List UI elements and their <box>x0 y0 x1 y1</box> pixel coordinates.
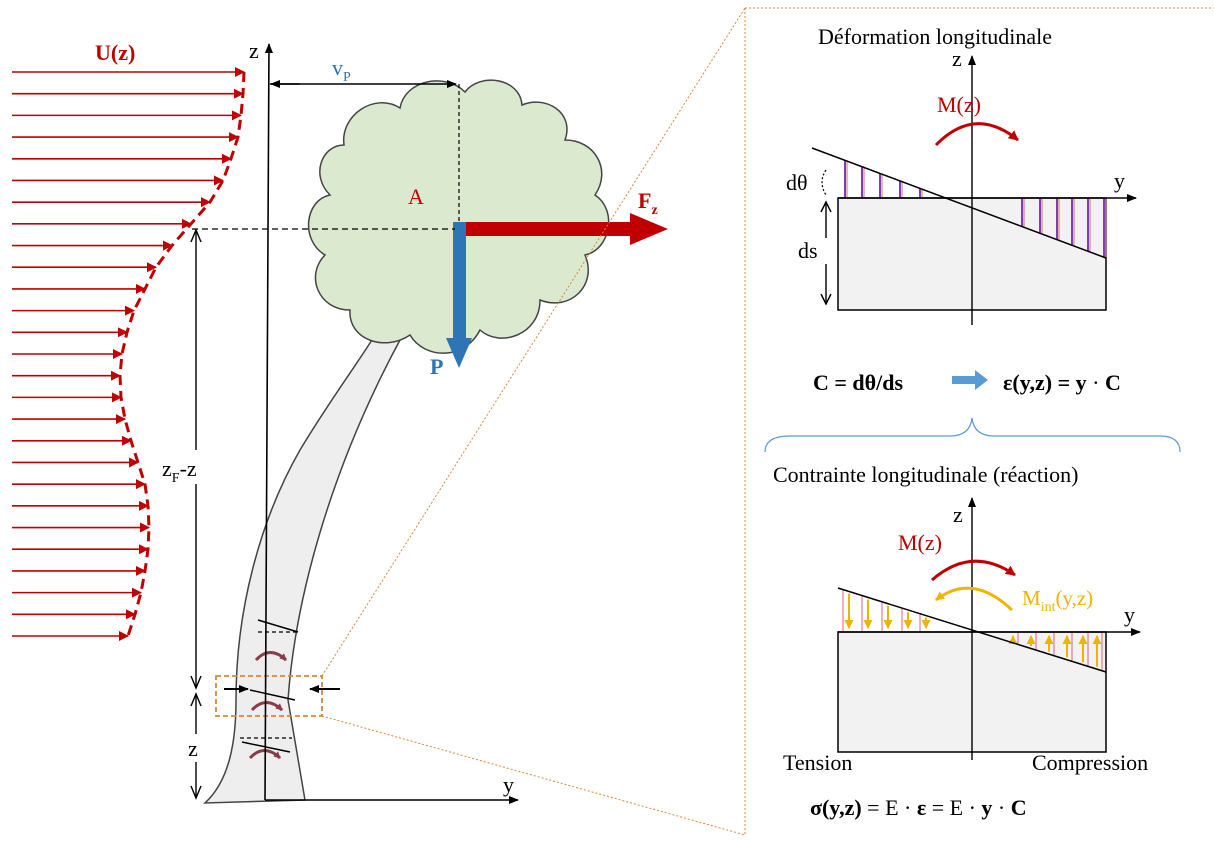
stress-y-label: y <box>1124 602 1135 627</box>
relation-right: ε(y,z) = y · C <box>1003 370 1121 395</box>
deformation-moment-label: M(z) <box>937 92 981 117</box>
tension-label: Tension <box>783 750 852 775</box>
relation-left: C = dθ/ds <box>813 370 903 395</box>
stress-z-label: z <box>953 502 963 527</box>
trunk-section-line <box>257 619 299 633</box>
weight-head <box>446 338 472 368</box>
ds-bottom-arrow <box>820 293 832 306</box>
z-label-bg <box>186 734 208 762</box>
deformation-title: Déformation longitudinale <box>818 24 1052 49</box>
y-axis-label: y <box>503 772 514 797</box>
stress-formula: σ(y,z) = E · ε = E · y · C <box>810 795 1027 820</box>
wind-profile-curve <box>118 71 246 637</box>
deformation-z-label: z <box>952 46 962 71</box>
weight-shaft <box>453 222 466 340</box>
height-dimension-top-arrow <box>190 228 202 243</box>
ds-top-arrow <box>820 200 832 213</box>
z-dimension-bottom-arrow <box>190 785 202 800</box>
z-dimension-label: z <box>188 736 198 761</box>
wind-force-head <box>630 213 668 245</box>
internal-moment-label: Mint(y,z) <box>1022 586 1093 615</box>
dtheta-label: dθ <box>786 170 808 195</box>
zoom-projection-bottom <box>321 715 746 836</box>
wind-label: U(z) <box>95 40 135 65</box>
stress-hatch <box>842 589 1103 671</box>
deformation-y-label: y <box>1114 168 1125 193</box>
ds-label-bg <box>798 238 830 264</box>
curly-brace <box>764 417 1181 453</box>
trunk-section-line <box>249 689 296 701</box>
zoom-frame <box>215 675 323 717</box>
z-axis-label: z <box>249 38 259 63</box>
z-dimension-top-arrow <box>190 692 202 707</box>
crown-label: A <box>408 184 424 209</box>
relation-arrow <box>952 370 988 390</box>
height-label-bg <box>162 450 222 484</box>
compression-label: Compression <box>1032 750 1148 775</box>
ds-label: ds <box>798 238 818 263</box>
wind-profile-arrows <box>12 67 245 641</box>
stress-moment-arc <box>931 559 1016 582</box>
deformation-moment-arc <box>934 122 1019 147</box>
deformation-slope-line <box>811 147 1107 259</box>
tree-crown <box>308 79 610 354</box>
wind-force-shaft <box>460 222 632 236</box>
height-dimension-bottom-arrow <box>190 675 202 690</box>
force-label: Fz <box>638 188 658 218</box>
trunk-moment-arc <box>250 701 284 712</box>
deformation-hatch <box>844 160 1107 258</box>
z-axis <box>264 43 273 801</box>
stress-moment-label: M(z) <box>898 530 942 555</box>
dtheta-arc <box>821 169 827 196</box>
height-label: zF-z <box>162 456 197 486</box>
trunk-moment-arc <box>254 651 288 662</box>
vp-label: vP <box>332 55 351 85</box>
trunk <box>203 334 402 804</box>
weight-label: P <box>430 354 443 379</box>
stress-title: Contrainte longitudinale (réaction) <box>773 462 1078 487</box>
internal-moment-arc <box>935 586 1014 612</box>
